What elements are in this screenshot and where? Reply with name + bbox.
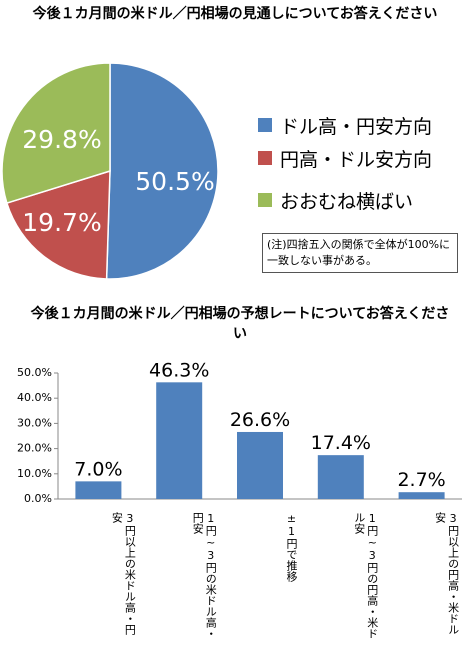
pie-value-label: 29.8% xyxy=(22,125,101,154)
bar xyxy=(75,481,122,499)
x-category-label: 3円以上の米ドル高・円安 xyxy=(110,512,137,635)
y-tick-label: 10.0% xyxy=(17,467,52,480)
pie-chart: 50.5% 19.7% 29.8% xyxy=(1,62,219,280)
y-tick-label: 50.0% xyxy=(17,366,52,379)
bar xyxy=(237,431,283,499)
x-category-label: 1円~3円の円高・米ドル安 xyxy=(352,512,379,639)
bar xyxy=(317,455,364,499)
y-tick-label: 20.0% xyxy=(17,442,52,455)
pie-chart-title: 今後１カ月間の米ドル／円相場の見通しについてお答えください xyxy=(32,6,438,22)
y-tick-label: 30.0% xyxy=(17,416,52,429)
legend-item: ドル高・円安方向 xyxy=(258,112,432,138)
legend-swatch xyxy=(258,151,272,165)
legend-swatch xyxy=(258,118,272,132)
bar xyxy=(156,382,203,499)
x-category-label: 1円~3円の米ドル高・円安 xyxy=(191,512,218,639)
pie-slice-1 xyxy=(105,62,219,280)
legend-item: 円高・ドル安方向 xyxy=(258,145,432,171)
legend-swatch xyxy=(258,193,272,207)
pie-slice-3 xyxy=(1,62,111,205)
bar-value-label: 46.3% xyxy=(149,359,209,381)
bar-value-label: 26.6% xyxy=(230,409,290,431)
bar xyxy=(398,492,445,499)
legend-item: おおむね横ばい xyxy=(258,187,413,213)
bar-chart-title: 今後１カ月間の米ドル／円相場の予想レートについてお答えください xyxy=(30,306,450,342)
x-category-label: ±1円で推移 xyxy=(285,512,298,582)
legend-label: ドル高・円安方向 xyxy=(280,115,433,138)
footnote: (注)四捨五入の関係で全体が100%に一致しない事がある。 xyxy=(262,233,458,273)
x-category-label: 3円以上の円高・米ドル安 xyxy=(433,512,460,635)
y-tick-label: 40.0% xyxy=(17,391,52,404)
bar-value-label: 2.7% xyxy=(397,469,445,491)
pie-value-label: 50.5% xyxy=(135,167,214,196)
pie-value-label: 19.7% xyxy=(22,208,101,237)
bar-value-label: 7.0% xyxy=(74,458,122,480)
y-tick-label: 0.0% xyxy=(24,492,52,505)
legend-label: おおむね横ばい xyxy=(280,190,414,213)
bar-value-label: 17.4% xyxy=(311,432,371,454)
legend-label: 円高・ドル安方向 xyxy=(280,148,433,171)
pie-slice-2 xyxy=(5,169,111,280)
